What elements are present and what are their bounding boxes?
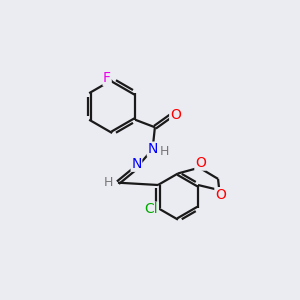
Text: H: H — [160, 146, 169, 158]
Text: O: O — [195, 156, 206, 170]
Text: F: F — [103, 71, 111, 85]
Text: Cl: Cl — [145, 202, 158, 216]
Text: O: O — [170, 107, 181, 122]
Text: O: O — [215, 188, 226, 202]
Text: H: H — [103, 176, 113, 189]
Text: N: N — [147, 142, 158, 156]
Text: N: N — [131, 157, 142, 171]
